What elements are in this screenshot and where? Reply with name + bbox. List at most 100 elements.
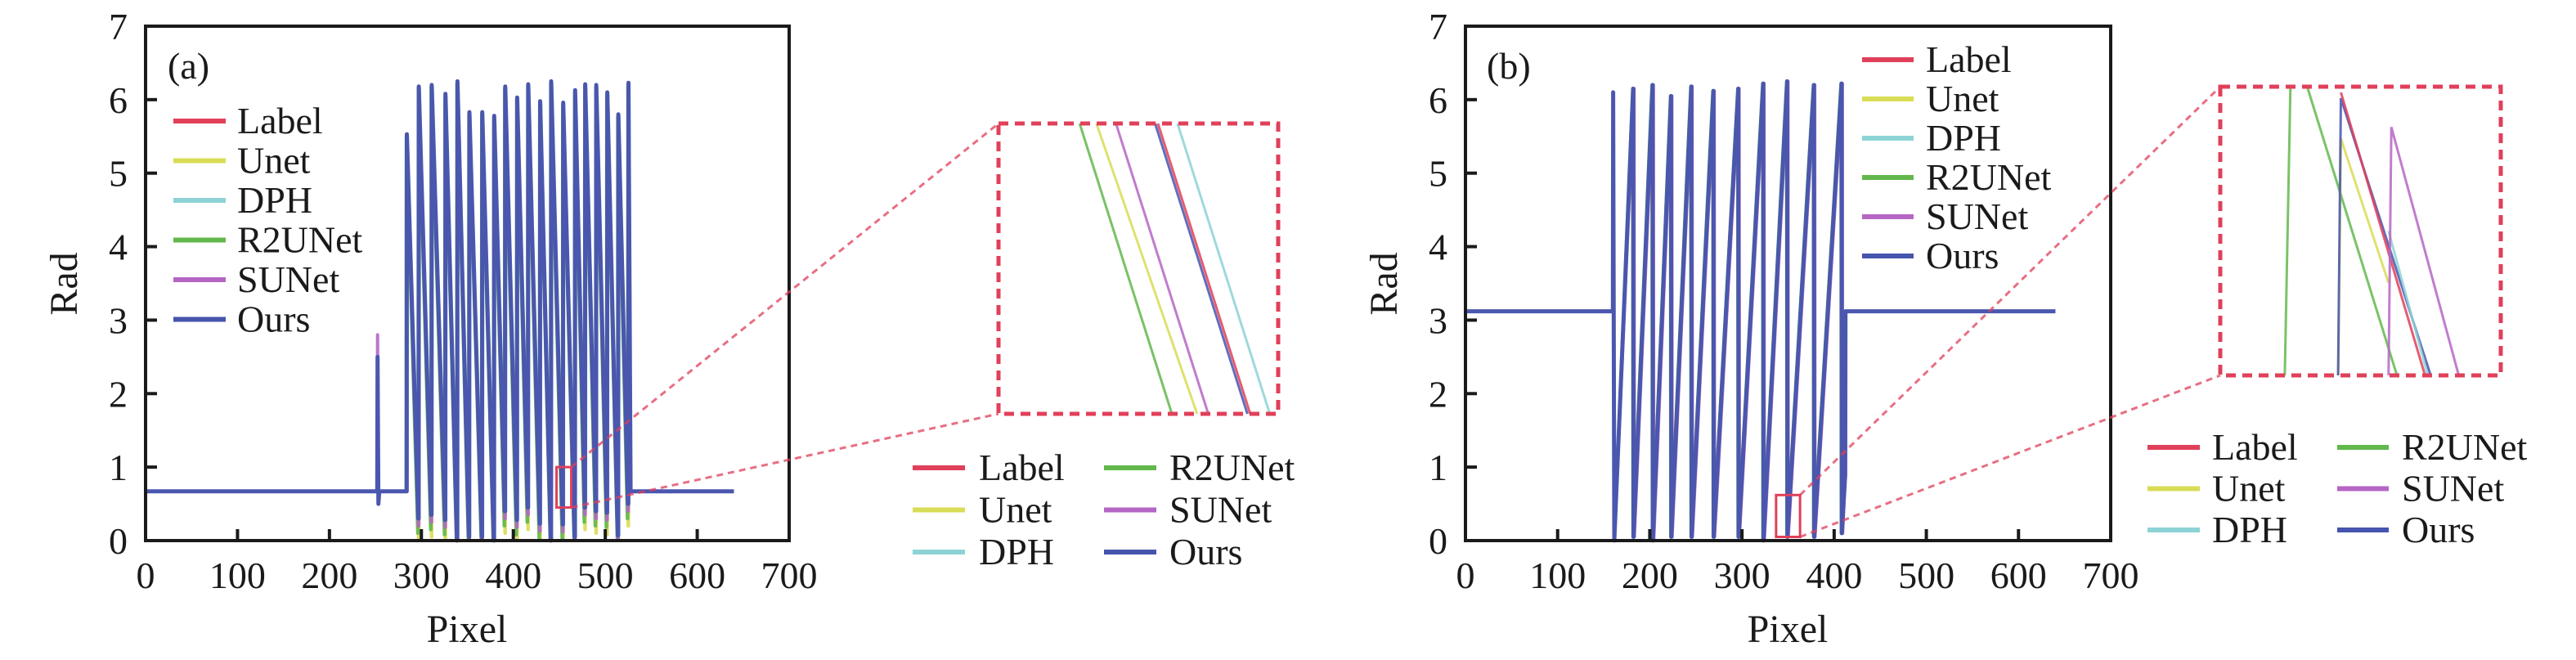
inset-legend-label-dph: DPH — [2212, 509, 2287, 550]
x-tick-label: 0 — [1456, 554, 1475, 596]
inset-legend-label-unet: Unet — [2212, 468, 2286, 510]
legend-label-label: Label — [237, 100, 323, 141]
panel-a-axes-frame — [144, 25, 791, 542]
inset-line-sunet — [1115, 123, 1209, 415]
x-tick-label: 500 — [577, 554, 634, 596]
y-tick-label: 7 — [109, 6, 128, 47]
y-tick-label: 3 — [1429, 299, 1447, 341]
y-tick-label: 0 — [1429, 520, 1447, 562]
inset-frame — [996, 121, 1281, 416]
panel-a-tick-labels: 0 100 200 300 400 500 600 700 0 1 2 3 4 5 6 7 — [109, 6, 818, 596]
series-line-ours — [146, 79, 734, 543]
x-tick-label: 500 — [1898, 554, 1954, 596]
zoom-connector-top — [1799, 85, 2222, 496]
legend-label-r2unet: R2UNet — [1926, 156, 2052, 198]
inset-legend-label-label: Label — [2212, 426, 2298, 468]
zoom-region-marker — [555, 465, 573, 510]
inset-legend-label-label: Label — [979, 447, 1065, 488]
inset-line-label — [1156, 123, 1252, 415]
inset-line-unet — [2340, 138, 2390, 284]
series-line-ours — [1465, 79, 2056, 543]
x-tick-label: 400 — [1806, 554, 1862, 596]
inset-legend-label-sunet: SUNet — [2402, 468, 2504, 510]
inset-legend-label-ours: Ours — [1169, 531, 1242, 572]
inset-line-label — [2340, 92, 2426, 376]
y-tick-label: 5 — [1429, 153, 1447, 195]
panel-b-axes-frame — [1464, 25, 2112, 542]
panel-b-zoom-inset — [1775, 84, 2503, 539]
zoom-connector-bottom — [1799, 374, 2221, 538]
y-tick-label: 6 — [1429, 79, 1447, 121]
x-tick-label: 200 — [1622, 554, 1678, 596]
x-tick-label: 700 — [2083, 554, 2139, 596]
y-tick-label: 1 — [1429, 447, 1447, 488]
x-tick-label: 700 — [761, 554, 818, 596]
y-tick-label: 7 — [1429, 6, 1447, 47]
panel-a-x-axis-title: Pixel — [427, 608, 508, 651]
panel-b-tick-labels: 0 100 200 300 400 500 600 700 0 1 2 3 4 5 6 7 — [1429, 6, 2139, 596]
x-tick-label: 100 — [209, 554, 266, 596]
panel-b-ticks — [1465, 97, 2021, 541]
x-tick-label: 0 — [137, 554, 155, 596]
legend-label-r2unet: R2UNet — [237, 219, 363, 261]
inset-line-ours — [1154, 123, 1249, 415]
zoom-connector-top — [570, 122, 999, 469]
zoom-connector-bottom — [571, 412, 999, 510]
legend-label-unet: Unet — [1926, 78, 1999, 119]
x-tick-label: 600 — [669, 554, 725, 596]
panel-a-plot-series — [146, 79, 734, 543]
legend-label-label: Label — [1926, 38, 2012, 80]
inset-line-r2unet — [2305, 86, 2399, 376]
panel-b: 0 100 200 300 400 500 600 700 0 1 2 3 4 5 6 7 (b) Pixel… — [1362, 6, 2528, 651]
panel-b-plot-series — [1465, 79, 2056, 543]
inset-line-ours — [2336, 97, 2432, 376]
panel-a-y-axis-title: Rad — [43, 252, 86, 315]
panel-b-x-axis-title: Pixel — [1748, 608, 1829, 651]
inset-line-dph — [1176, 123, 1272, 415]
x-tick-label: 400 — [485, 554, 541, 596]
panel-a-zoom-inset — [555, 121, 1281, 510]
legend-label-ours: Ours — [1926, 235, 1999, 276]
legend-label-ours: Ours — [237, 299, 310, 340]
inset-line-dph — [2387, 231, 2430, 376]
y-tick-label: 1 — [109, 447, 128, 488]
legend-label-sunet: SUNet — [237, 258, 339, 300]
inset-line-r2unet — [2283, 86, 2292, 376]
inset-line-sunet — [2387, 127, 2461, 376]
x-tick-label: 600 — [1990, 554, 2047, 596]
y-tick-label: 2 — [109, 373, 128, 415]
x-tick-label: 200 — [301, 554, 357, 596]
panel-a-ticks — [146, 97, 699, 541]
legend-label-dph: DPH — [1926, 117, 2001, 159]
legend-label-dph: DPH — [237, 179, 312, 221]
zoom-region-marker — [1775, 493, 1802, 539]
legend-label-unet: Unet — [237, 140, 311, 182]
inset-legend-label-ours: Ours — [2402, 509, 2475, 550]
panel-b-label: (b) — [1487, 45, 1531, 87]
y-tick-label: 4 — [109, 227, 128, 268]
y-tick-label: 0 — [109, 520, 128, 562]
inset-legend-label-dph: DPH — [979, 531, 1054, 572]
inset-legend-label-sunet: SUNet — [1169, 489, 1272, 531]
inset-frame — [2218, 84, 2503, 378]
inset-legend-label-r2unet: R2UNet — [2402, 426, 2528, 468]
x-tick-label: 100 — [1529, 554, 1586, 596]
inset-line-unet — [1095, 123, 1199, 415]
y-tick-label: 3 — [109, 299, 128, 341]
panel-a-label: (a) — [168, 45, 209, 87]
panel-a: 0 100 200 300 400 500 600 700 0 1 2 3 4 5 6 7 (a) Pixel… — [43, 6, 1295, 651]
y-tick-label: 6 — [109, 79, 128, 121]
y-tick-label: 4 — [1429, 227, 1447, 268]
panel-b-y-axis-title: Rad — [1362, 252, 1406, 315]
inset-legend-label-r2unet: R2UNet — [1169, 447, 1295, 488]
inset-legend-label-unet: Unet — [979, 489, 1052, 531]
x-tick-label: 300 — [393, 554, 450, 596]
inset-line-r2unet — [1078, 123, 1174, 415]
legend-label-sunet: SUNet — [1926, 195, 2028, 237]
y-tick-label: 5 — [109, 153, 128, 195]
